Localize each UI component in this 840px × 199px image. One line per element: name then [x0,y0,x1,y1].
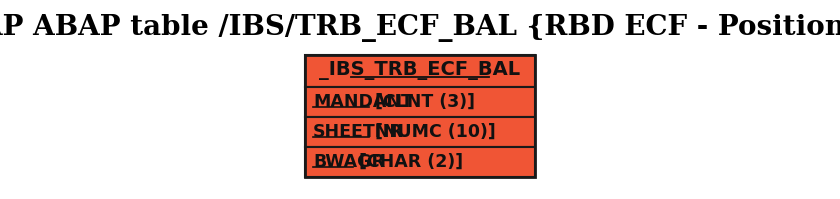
Text: BWAGR: BWAGR [313,153,385,171]
Text: [CHAR (2)]: [CHAR (2)] [353,153,463,171]
Text: SAP ABAP table /IBS/TRB_ECF_BAL {RBD ECF - Positions}: SAP ABAP table /IBS/TRB_ECF_BAL {RBD ECF… [0,14,840,42]
Bar [305,147,535,177]
Bar [305,55,535,177]
Bar [305,55,535,87]
Text: [NUMC (10)]: [NUMC (10)] [369,123,496,141]
Bar [305,117,535,147]
Bar [305,87,535,117]
Text: MANDANT: MANDANT [313,93,413,111]
Text: _IBS_TRB_ECF_BAL: _IBS_TRB_ECF_BAL [319,61,521,81]
Text: [CLNT (3)]: [CLNT (3)] [369,93,475,111]
Text: SHEETNR: SHEETNR [313,123,404,141]
